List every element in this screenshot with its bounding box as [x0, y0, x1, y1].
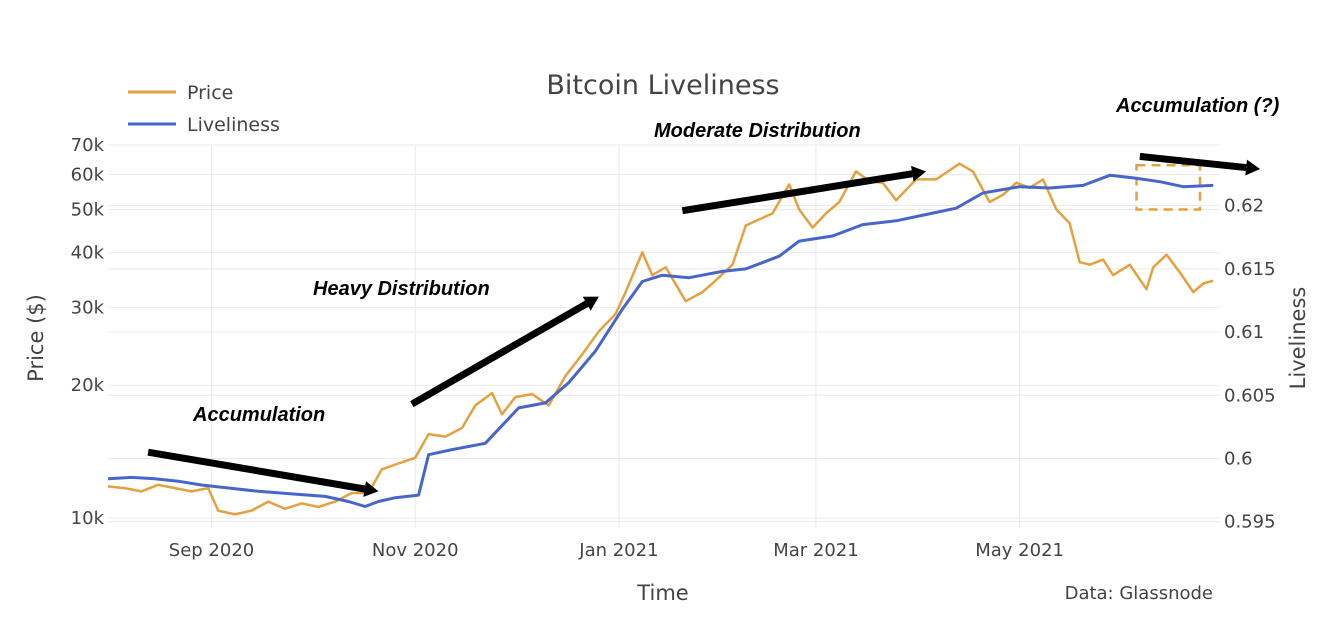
data-source-label: Data: Glassnode — [1065, 583, 1213, 604]
y-right-tick-label: 0.615 — [1224, 259, 1276, 280]
y-left-tick-label: 60k — [71, 165, 105, 186]
annotation-arrow-shaft — [1139, 152, 1247, 172]
legend: Price Liveliness — [128, 82, 280, 136]
y-right-axis-title: Liveliness — [1286, 287, 1310, 390]
annotation-arrow-shaft — [147, 448, 366, 493]
annotation-arrows — [147, 152, 1261, 497]
y-left-tick-label: 30k — [71, 297, 105, 318]
annotation-arrow-head — [363, 481, 379, 497]
y-left-tick-label: 40k — [71, 242, 105, 263]
y-right-tick-label: 0.595 — [1224, 512, 1276, 533]
y-left-tick-label: 70k — [71, 135, 105, 156]
x-axis-title: Time — [636, 581, 688, 605]
y-left-tick-label: 50k — [71, 200, 105, 221]
annotation-accumulation-question: Accumulation (?) — [1115, 95, 1280, 117]
x-tick-label: May 2021 — [975, 540, 1064, 561]
y-left-axis-title: Price ($) — [24, 294, 48, 382]
annotation-arrow-head — [1245, 159, 1261, 176]
chart-title: Bitcoin Liveliness — [546, 70, 779, 101]
axis-ticks: Sep 2020 Nov 2020 Jan 2021 Mar 2021 May 2021… — [71, 135, 1276, 561]
annotation-heavy-distribution: Heavy Distribution — [313, 278, 490, 300]
annotation-accumulation: Accumulation — [192, 404, 325, 426]
y-left-tick-label: 20k — [71, 375, 105, 396]
y-right-tick-label: 0.61 — [1224, 322, 1264, 343]
x-tick-label: Mar 2021 — [773, 540, 859, 561]
x-tick-label: Sep 2020 — [169, 540, 254, 561]
legend-liveliness-label: Liveliness — [187, 114, 280, 136]
annotation-arrow-shaft — [410, 300, 589, 408]
y-right-tick-label: 0.6 — [1224, 448, 1253, 469]
highlight-box-layer — [1135, 163, 1202, 211]
annotation-arrow-head — [911, 165, 927, 182]
highlight-box — [1135, 163, 1202, 211]
annotation-arrow-shaft — [681, 170, 913, 215]
x-tick-label: Jan 2021 — [578, 540, 658, 561]
series-layer — [107, 162, 1214, 516]
y-left-tick-label: 10k — [71, 508, 105, 529]
y-right-tick-label: 0.605 — [1224, 385, 1276, 406]
liveliness-line — [107, 173, 1214, 508]
x-tick-label: Nov 2020 — [372, 540, 459, 561]
annotation-arrow-head — [582, 296, 599, 311]
y-right-tick-label: 0.62 — [1224, 196, 1264, 217]
price-line — [107, 162, 1214, 516]
legend-price-label: Price — [187, 82, 233, 104]
annotation-moderate-distribution: Moderate Distribution — [654, 120, 861, 142]
